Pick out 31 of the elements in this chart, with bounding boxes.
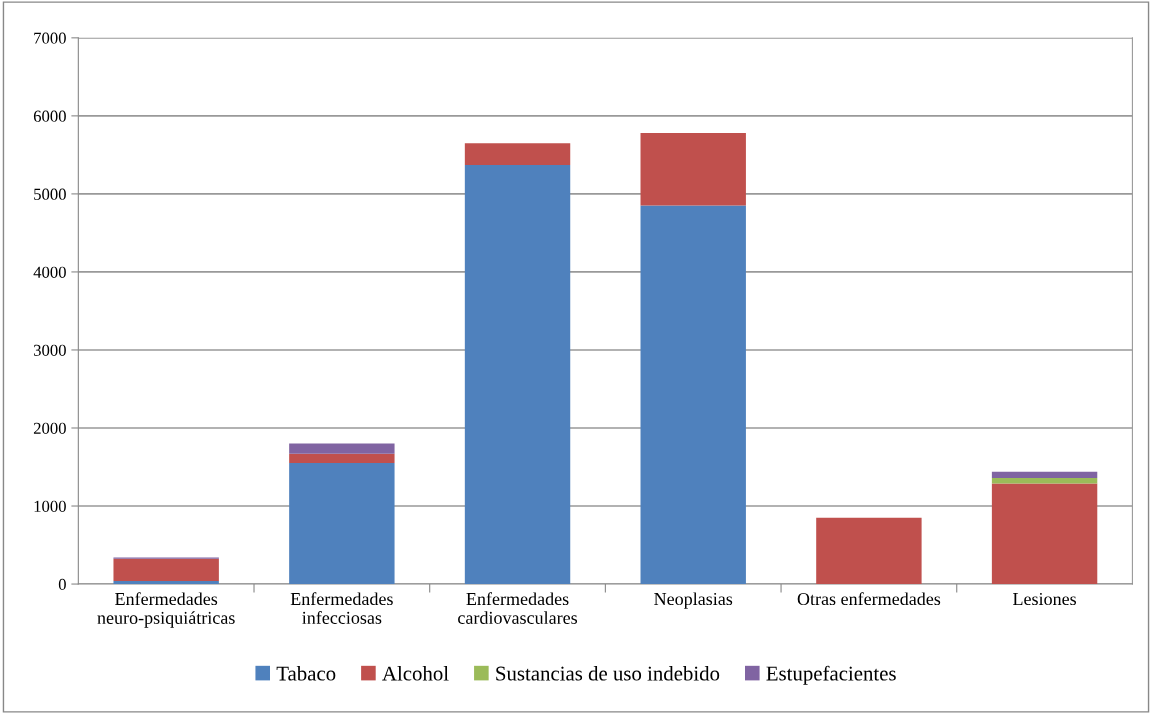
bar bbox=[113, 558, 219, 581]
y-tick-label: 2000 bbox=[33, 422, 66, 434]
x-tick-label: Enfermedades cardiovasculares bbox=[458, 592, 578, 624]
bar bbox=[289, 463, 395, 585]
y-tick-label: 0 bbox=[58, 578, 66, 590]
y-tick-label: 7000 bbox=[34, 32, 66, 44]
bar bbox=[991, 471, 1098, 478]
bar bbox=[640, 133, 746, 206]
y-tick-label: 3000 bbox=[33, 344, 66, 356]
legend-label: Alcohol bbox=[382, 665, 449, 681]
bar bbox=[991, 477, 1098, 484]
legend-label: Tabaco bbox=[276, 665, 336, 681]
bar bbox=[289, 453, 395, 464]
bar bbox=[464, 165, 571, 585]
x-tick-label: Lesiones bbox=[1013, 592, 1077, 606]
x-tick-label: Otras enfermedades bbox=[797, 592, 941, 606]
bar bbox=[289, 443, 395, 454]
bar bbox=[113, 580, 219, 585]
legend-label: Estupefacientes bbox=[766, 665, 896, 685]
x-tick-label: Neoplasias bbox=[654, 592, 733, 609]
y-tick-label: 4000 bbox=[33, 266, 66, 278]
y-tick-label: 1000 bbox=[34, 500, 66, 512]
bar bbox=[464, 143, 571, 166]
x-tick-label: Enfermedades neuro-psiquiátricas bbox=[97, 592, 235, 628]
legend-label: Sustancias de uso indebido bbox=[496, 665, 720, 681]
y-tick-label: 6000 bbox=[33, 110, 66, 122]
bar bbox=[816, 517, 922, 585]
y-tick-label: 5000 bbox=[34, 188, 66, 200]
bar bbox=[640, 205, 746, 585]
x-tick-label: Enfermedades infecciosas bbox=[290, 592, 393, 624]
bar bbox=[991, 483, 1098, 585]
